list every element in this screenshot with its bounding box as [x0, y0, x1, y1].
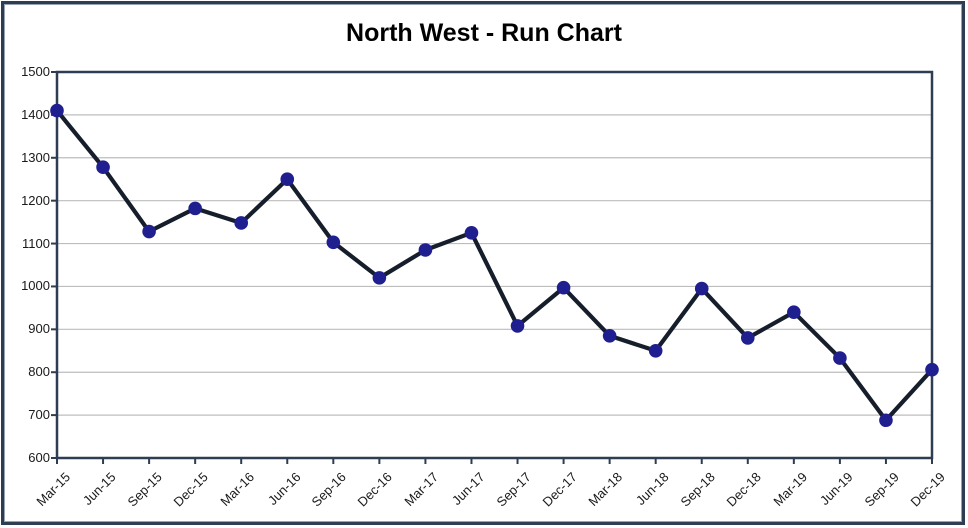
y-axis-label: 700	[28, 407, 50, 423]
data-point-marker	[464, 226, 479, 240]
data-point-marker	[234, 216, 249, 230]
data-point-marker	[925, 362, 939, 377]
data-point-marker	[879, 413, 893, 428]
y-axis-label: 1500	[21, 64, 50, 79]
y-axis-label: 1100	[22, 235, 50, 251]
y-axis-label: 1200	[21, 192, 50, 208]
data-point-marker	[602, 328, 617, 343]
plot-area-border	[55, 70, 934, 460]
data-point-marker	[510, 319, 525, 333]
y-axis-label: 900	[28, 321, 50, 337]
data-point-marker	[787, 305, 801, 319]
data-point-marker	[326, 235, 341, 250]
chart-title: North West - Run Chart	[346, 19, 622, 47]
y-axis-label: 600	[28, 450, 50, 465]
series-line	[54, 108, 935, 423]
y-axis-label: 800	[28, 364, 50, 380]
data-point-marker	[372, 271, 387, 285]
data-point-marker	[142, 224, 156, 239]
data-point-marker	[556, 280, 571, 295]
data-point-marker	[740, 331, 755, 345]
data-point-marker	[648, 343, 663, 358]
data-point-marker	[833, 351, 847, 365]
data-point-marker	[418, 243, 433, 257]
data-point-marker	[50, 103, 64, 118]
data-point-marker	[694, 281, 709, 296]
data-point-marker	[280, 172, 295, 187]
y-axis-label: 1000	[21, 278, 50, 294]
data-point-marker	[188, 201, 202, 216]
y-axis-label: 1300	[21, 149, 50, 165]
y-axis-label: 1400	[21, 106, 50, 122]
data-point-marker	[96, 160, 110, 175]
